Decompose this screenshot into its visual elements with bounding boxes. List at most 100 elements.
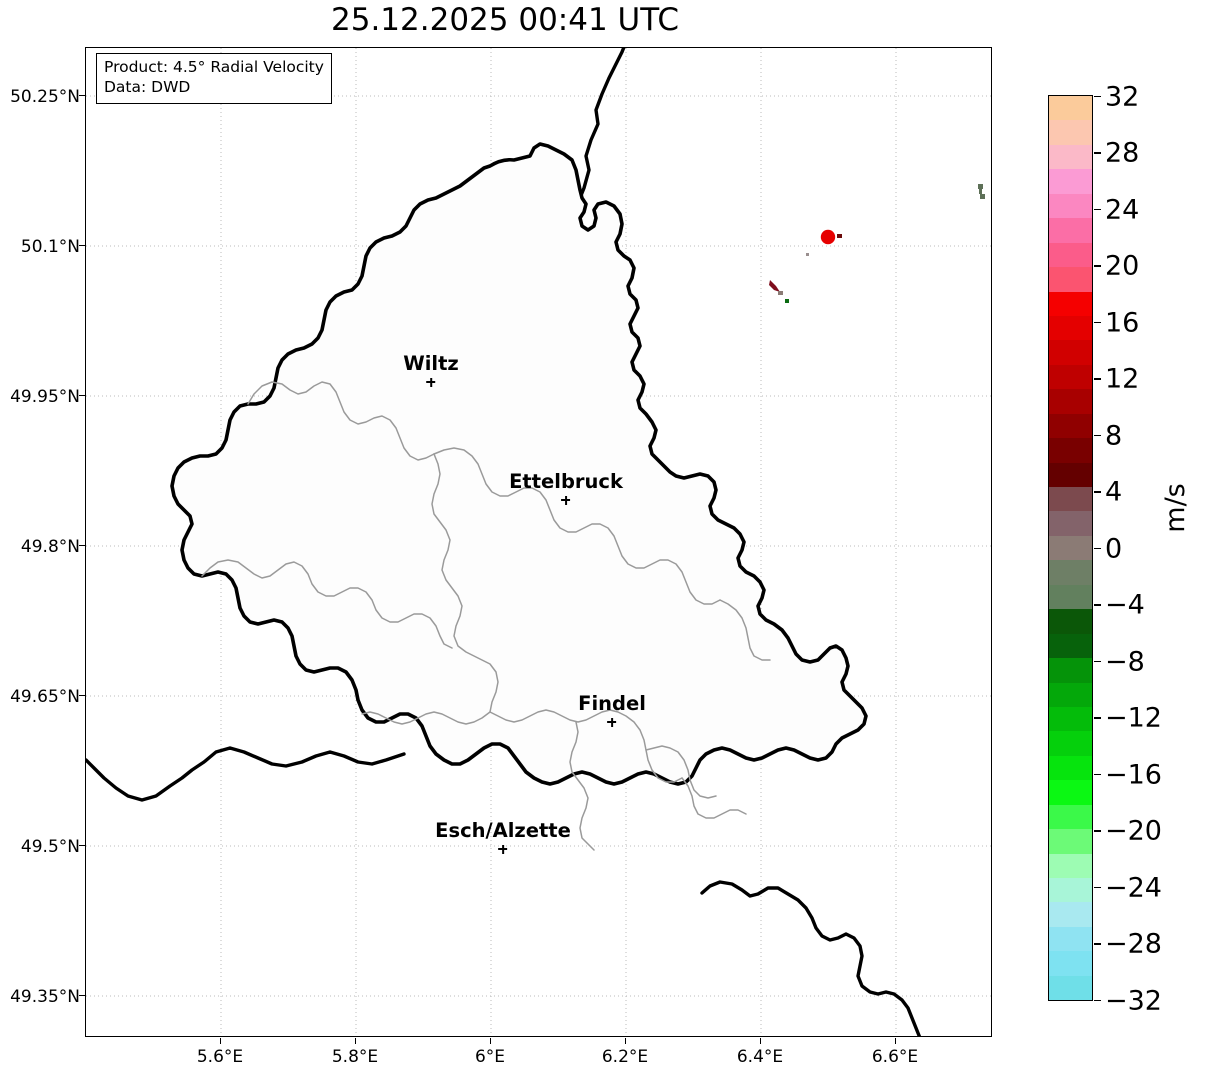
x-tick-label-3: 6.2°E <box>601 1047 649 1067</box>
y-tick-mark <box>79 995 85 997</box>
x-tick-mark <box>490 1038 492 1044</box>
colorbar-tick-mark <box>1094 717 1101 719</box>
colorbar-tick-label: −4 <box>1105 589 1145 621</box>
colorbar-segment <box>1049 853 1092 878</box>
y-tick-label-6: 49.35°N <box>10 987 80 1007</box>
colorbar-segment <box>1049 584 1092 610</box>
y-tick-mark <box>79 395 85 397</box>
colorbar-segment <box>1049 731 1092 756</box>
x-tick-label-1: 5.8°E <box>331 1047 379 1067</box>
x-tick-label-2: 6°E <box>474 1047 506 1067</box>
x-tick-mark <box>625 1038 627 1044</box>
colorbar-segment <box>1049 144 1092 170</box>
colorbar-segment <box>1049 242 1092 268</box>
colorbar-tick-mark <box>1094 152 1101 154</box>
colorbar-tick-label: 4 <box>1105 476 1123 508</box>
colorbar-tick-label: −16 <box>1105 759 1162 791</box>
product-info-box: Product: 4.5° Radial Velocity Data: DWD <box>96 53 332 104</box>
colorbar-tick-mark <box>1094 321 1101 324</box>
colorbar-tick-label: 0 <box>1105 533 1123 565</box>
colorbar-segment <box>1049 706 1092 732</box>
radar-echo-satellite <box>837 234 842 238</box>
y-tick-mark <box>79 245 85 247</box>
colorbar-segment <box>1049 120 1092 145</box>
colorbar-segment <box>1049 633 1092 659</box>
colorbar-tick-mark <box>1094 886 1101 889</box>
colorbar-gradient <box>1048 95 1093 1001</box>
radar-echo-faint-a <box>806 253 809 256</box>
map-plot-area[interactable]: Wiltz Ettelbruck Findel Esch/Alzette <box>85 47 992 1037</box>
colorbar-segment <box>1049 755 1092 781</box>
y-tick-mark <box>79 845 85 847</box>
colorbar-tick-mark <box>1094 604 1101 606</box>
colorbar-segment <box>1049 389 1092 414</box>
x-tick-label-4: 6.4°E <box>736 1047 784 1067</box>
colorbar-segment <box>1049 804 1092 830</box>
luxembourg-national-border <box>170 142 868 786</box>
colorbar-tick-label: 12 <box>1105 363 1140 395</box>
colorbar-tick-mark <box>1094 999 1101 1002</box>
colorbar-segment <box>1049 975 1092 1001</box>
colorbar-tick-mark <box>1094 95 1101 98</box>
colorbar-segment <box>1049 267 1092 292</box>
colorbar-tick-mark <box>1094 830 1101 832</box>
radar-echo-olive-cluster <box>978 184 985 199</box>
colorbar-segment <box>1049 487 1092 512</box>
colorbar-tick-label: 16 <box>1105 307 1140 339</box>
colorbar-tick-mark <box>1094 265 1101 267</box>
x-tick-mark <box>895 1038 897 1044</box>
colorbar-tick-label: −28 <box>1105 928 1162 960</box>
colorbar-segment <box>1049 169 1092 194</box>
x-tick-label-5: 6.6°E <box>871 1047 919 1067</box>
colorbar-tick-mark <box>1094 378 1101 380</box>
colorbar-tick-mark <box>1094 943 1101 945</box>
product-line: Product: 4.5° Radial Velocity <box>104 58 324 76</box>
y-tick-label-3: 49.8°N <box>20 537 80 557</box>
colorbar-tick-label: 8 <box>1105 420 1123 452</box>
radar-echo-dark-red-streak <box>769 280 780 292</box>
colorbar-segment <box>1049 364 1092 390</box>
y-tick-label-2: 49.95°N <box>10 387 80 407</box>
radar-echo-primary-red-cell <box>820 229 836 245</box>
colorbar-tick-label: 28 <box>1105 137 1140 169</box>
colorbar-tick-label: −20 <box>1105 815 1162 847</box>
colorbar-segment <box>1049 315 1092 341</box>
colorbar-tick-label: −12 <box>1105 702 1162 734</box>
colorbar-segment <box>1049 951 1092 976</box>
colorbar-tick-label: 24 <box>1105 194 1140 226</box>
colorbar-segment <box>1049 682 1092 707</box>
y-tick-label-5: 49.5°N <box>20 837 80 857</box>
y-tick-mark <box>79 95 85 97</box>
radar-echo-layer <box>769 184 985 303</box>
colorbar-segment <box>1049 878 1092 903</box>
colorbar-unit-label: m/s <box>1160 483 1191 533</box>
colorbar-segment <box>1049 340 1092 365</box>
colorbar-segment <box>1049 413 1092 439</box>
colorbar-tick-mark <box>1094 434 1101 437</box>
data-source-line: Data: DWD <box>104 77 191 96</box>
colorbar-tick-label: 20 <box>1105 250 1140 282</box>
colorbar-segment <box>1049 438 1092 463</box>
colorbar-tick-mark <box>1094 773 1101 776</box>
x-tick-mark <box>220 1038 222 1044</box>
colorbar-segment <box>1049 780 1092 805</box>
colorbar-segment <box>1049 193 1092 219</box>
y-tick-label-0: 50.25°N <box>10 87 80 107</box>
colorbar-segment <box>1049 218 1092 243</box>
colorbar-tick-label: 32 <box>1105 81 1140 113</box>
x-tick-label-0: 5.6°E <box>196 1047 244 1067</box>
colorbar-tick-label: −24 <box>1105 872 1162 904</box>
colorbar-segment <box>1049 829 1092 854</box>
colorbar-segment <box>1049 291 1092 316</box>
colorbar[interactable]: 32 28 24 20 16 12 8 4 0 −4 −8 −12 −16 −20 −24 −28 −32 <box>1048 81 1162 1016</box>
colorbar-segment <box>1049 658 1092 683</box>
colorbar-segment <box>1049 902 1092 927</box>
radar-echo-green <box>785 299 789 303</box>
colorbar-tick-mark <box>1094 208 1101 211</box>
y-tick-mark <box>79 545 85 547</box>
colorbar-segment <box>1049 462 1092 487</box>
colorbar-tick-mark <box>1094 660 1101 663</box>
colorbar-tick-label: −8 <box>1105 646 1145 678</box>
internal-canton-borders <box>201 381 771 851</box>
y-tick-mark <box>79 695 85 697</box>
